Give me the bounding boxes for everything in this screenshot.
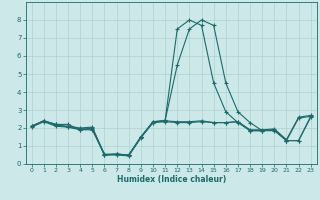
X-axis label: Humidex (Indice chaleur): Humidex (Indice chaleur): [116, 175, 226, 184]
